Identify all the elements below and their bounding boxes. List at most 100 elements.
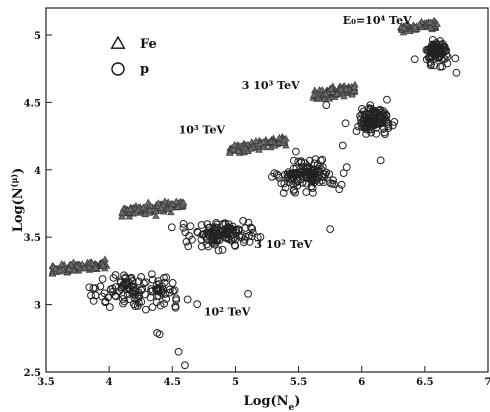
data-point-fe	[134, 206, 142, 213]
data-point-p	[170, 286, 179, 295]
y-tick-label: 3.5	[24, 233, 41, 244]
data-point-fe	[167, 203, 175, 211]
data-point-p	[443, 59, 452, 68]
data-point-p	[451, 54, 460, 63]
data-point-p	[372, 120, 381, 129]
data-point-fe	[247, 144, 255, 152]
energy-annotation: E₀=10⁴ TeV	[343, 14, 412, 27]
y-axis-title: Log(N(μ))	[9, 168, 26, 233]
data-point-fe	[88, 259, 96, 267]
data-point-p	[370, 121, 379, 130]
data-point-fe	[146, 206, 154, 213]
y-tick-label: 2.5	[24, 368, 41, 379]
data-point-p	[161, 289, 170, 298]
data-point-p	[131, 291, 140, 299]
data-point-fe	[415, 20, 424, 28]
data-point-fe	[252, 137, 260, 144]
data-point-p	[294, 157, 303, 166]
data-point-p	[376, 105, 385, 114]
data-point-p	[181, 361, 189, 370]
data-point-p	[291, 147, 300, 156]
data-point-fe	[157, 203, 165, 211]
data-point-p	[221, 220, 230, 229]
data-point-p	[429, 40, 438, 49]
data-point-p	[223, 226, 231, 235]
data-point-fe	[152, 207, 161, 215]
data-point-p	[241, 224, 250, 232]
data-point-fe	[230, 140, 239, 148]
data-point-p	[362, 119, 371, 128]
data-point-p	[141, 278, 150, 287]
data-point-p	[338, 141, 347, 150]
data-point-p	[241, 232, 250, 241]
data-point-p	[153, 329, 162, 337]
data-point-p	[253, 233, 262, 242]
data-point-p	[244, 289, 252, 298]
data-point-p	[137, 273, 145, 281]
data-point-p	[147, 287, 155, 296]
data-point-p	[105, 303, 114, 312]
data-point-p	[318, 172, 327, 181]
data-point-fe	[234, 147, 243, 155]
data-point-p	[245, 231, 254, 240]
data-point-p	[279, 189, 288, 197]
x-tick-label: 5.5	[290, 377, 307, 388]
data-point-fe	[270, 141, 279, 149]
data-point-p	[125, 295, 134, 304]
data-point-p	[337, 180, 346, 189]
data-point-fe	[403, 20, 411, 27]
data-point-p	[364, 117, 373, 125]
data-point-p	[122, 285, 131, 293]
data-point-fe	[226, 149, 234, 156]
legend-label: Fe	[140, 37, 157, 52]
data-point-p	[381, 130, 389, 138]
data-point-p	[410, 55, 419, 64]
data-point-p	[100, 289, 109, 298]
data-point-p	[123, 290, 132, 299]
data-point-fe	[340, 92, 348, 100]
data-point-p	[165, 288, 174, 297]
data-point-p	[183, 295, 192, 304]
data-point-fe	[91, 263, 100, 271]
data-point-p	[277, 179, 286, 188]
data-point-fe	[139, 203, 147, 211]
data-point-fe	[55, 266, 64, 274]
data-point-p	[126, 286, 135, 295]
data-point-fe	[51, 265, 60, 272]
data-point-p	[434, 49, 443, 57]
data-point-p	[148, 275, 157, 284]
data-point-fe	[275, 133, 284, 141]
data-point-fe	[65, 265, 74, 272]
data-point-p	[140, 279, 148, 288]
data-point-fe	[400, 24, 408, 31]
data-point-p	[215, 236, 224, 245]
legend-circle-icon	[111, 62, 125, 76]
x-tick-label: 6	[358, 377, 365, 388]
y-tick-label: 5	[34, 31, 41, 42]
data-point-p	[310, 159, 319, 168]
data-point-p	[256, 233, 265, 241]
data-point-p	[240, 235, 249, 244]
data-point-p	[179, 224, 188, 232]
data-point-p	[160, 299, 169, 308]
x-axis: 3.5 4 4.5 5 5.5 6 6.5 7	[37, 366, 490, 388]
data-point-fe	[325, 94, 334, 102]
x-tick-label: 4.5	[164, 377, 181, 388]
data-point-p	[85, 283, 94, 292]
data-point-p	[193, 228, 202, 237]
data-point-p	[383, 95, 391, 104]
data-point-p	[141, 305, 150, 314]
data-point-p	[372, 129, 381, 138]
x-tick-label: 3.5	[37, 377, 54, 388]
data-point-p	[148, 303, 157, 311]
energy-annotation: 3 10³ TeV	[242, 79, 300, 92]
data-point-p	[301, 172, 310, 180]
data-point-p	[168, 279, 177, 287]
data-point-fe	[348, 90, 356, 98]
data-point-p	[111, 283, 120, 292]
data-point-p	[109, 273, 118, 282]
data-point-fe	[321, 89, 330, 97]
data-point-p	[130, 300, 138, 309]
data-point-p	[160, 278, 169, 287]
data-point-fe	[161, 197, 169, 205]
